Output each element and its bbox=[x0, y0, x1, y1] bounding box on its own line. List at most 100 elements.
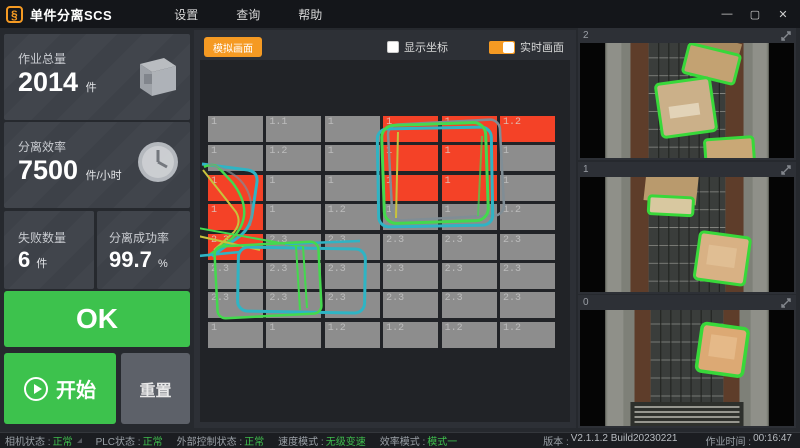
efficiency-label: 分离效率 bbox=[18, 140, 67, 154]
grid-cell: 1 bbox=[383, 116, 439, 142]
separation-grid: 1 1.1 1 1 1 1.2 1 1.2 1 1 1 1 1 1 1 1 1 1 1 1 1.2 1 1 1.2 2.3 2.3… bbox=[208, 116, 555, 348]
total-jobs-value: 2014 bbox=[18, 67, 79, 97]
camera-2-label: 2 bbox=[583, 30, 589, 41]
grid-cell: 2.3 bbox=[324, 233, 380, 260]
app-title: 单件分离SCS bbox=[30, 7, 113, 23]
efficiency-unit: 件/小时 bbox=[85, 170, 122, 182]
grid-cell: 2.3 bbox=[266, 233, 322, 260]
grid-cell: 1 bbox=[208, 321, 263, 348]
window-controls: — ▢ ✕ bbox=[720, 8, 790, 21]
grid-cell: 1 bbox=[324, 174, 380, 201]
realtime-view-toggle[interactable]: 实时画面 bbox=[489, 39, 564, 55]
total-jobs-label: 作业总量 bbox=[18, 52, 67, 66]
camera-tile-1: 1 bbox=[578, 162, 796, 294]
grid-cell: 1 bbox=[499, 145, 555, 172]
grid-cell: 2.3 bbox=[208, 233, 263, 260]
expand-icon[interactable] bbox=[781, 297, 791, 308]
grid-cell: 1 bbox=[441, 204, 497, 231]
grid-cell: 2.3 bbox=[441, 233, 497, 260]
detected-box bbox=[654, 76, 718, 139]
show-coordinates-toggle[interactable]: 显示坐标 bbox=[387, 39, 448, 55]
camera-tile-0: 0 bbox=[578, 295, 796, 428]
start-button[interactable]: 开始 bbox=[4, 353, 116, 424]
efficiency-mode-status: 效率模式 : 模式一 bbox=[379, 437, 458, 448]
grid-cell: 1.2 bbox=[499, 204, 555, 231]
camera-panel: 2 bbox=[578, 28, 796, 428]
menu-query[interactable]: 查询 bbox=[236, 7, 261, 22]
success-rate-value: 99.7 bbox=[109, 247, 152, 272]
grid-cell: 1.1 bbox=[266, 116, 322, 142]
grid-cell: 1 bbox=[266, 204, 322, 231]
camera-1-label: 1 bbox=[583, 164, 589, 175]
stats-panel: 作业总量 2014 件 分离效率 7500 件/小时 失败数量 6 bbox=[4, 32, 190, 428]
grid-cell: 1 bbox=[383, 174, 439, 201]
success-rate-card: 分离成功率 99.7 % bbox=[97, 211, 190, 289]
grid-cell: 2.3 bbox=[499, 262, 555, 289]
checkbox-icon[interactable] bbox=[387, 41, 399, 53]
grid-cell: 1.2 bbox=[324, 204, 380, 231]
title-bar: 单件分离SCS 设置 查询 帮助 — ▢ ✕ bbox=[0, 0, 800, 28]
efficiency-value: 7500 bbox=[18, 155, 79, 185]
expand-icon[interactable] bbox=[781, 164, 791, 175]
detected-box bbox=[646, 194, 695, 218]
speed-mode-status: 速度模式 : 无级变速 bbox=[278, 437, 366, 448]
grid-cell: 2.3 bbox=[383, 262, 439, 289]
grid-cell: 2.3 bbox=[324, 262, 380, 289]
grid-cell: 1.2 bbox=[499, 116, 555, 142]
grid-cell: 2.3 bbox=[441, 262, 497, 289]
total-jobs-unit: 件 bbox=[85, 82, 97, 94]
camera-2-image[interactable] bbox=[580, 43, 794, 158]
version-info: 版本 : V2.1.1.2 Build20230221 bbox=[543, 433, 678, 448]
grid-cell: 1 bbox=[441, 145, 497, 172]
grid-cell: 2.3 bbox=[499, 233, 555, 260]
menu-help[interactable]: 帮助 bbox=[298, 7, 323, 22]
grid-cell: 2.3 bbox=[208, 262, 263, 289]
maximize-button[interactable]: ▢ bbox=[749, 8, 761, 21]
conveyor-grid-area: 1 1.1 1 1 1 1.2 1 1.2 1 1 1 1 1 1 1 1 1 1 1 1 1.2 1 1 1.2 2.3 2.3… bbox=[200, 60, 570, 422]
simulated-view-button[interactable]: 模拟画面 bbox=[204, 37, 262, 57]
grid-cell: 1 bbox=[441, 116, 497, 142]
camera-0-label: 0 bbox=[583, 297, 589, 308]
clock-icon bbox=[138, 142, 178, 182]
ok-button[interactable]: OK bbox=[4, 291, 190, 347]
close-button[interactable]: ✕ bbox=[778, 8, 788, 21]
play-icon bbox=[24, 376, 48, 401]
status-bar: 相机状态 : 正常 PLC状态 : 正常 外部控制状态 : 正常 速度模式 : … bbox=[0, 432, 800, 448]
grid-cell: 1 bbox=[208, 204, 263, 231]
menu-settings[interactable]: 设置 bbox=[174, 7, 199, 22]
expand-icon[interactable] bbox=[781, 30, 791, 41]
grid-cell: 1 bbox=[383, 145, 439, 172]
failed-card: 失败数量 6 件 bbox=[4, 211, 94, 289]
failed-value: 6 bbox=[18, 247, 31, 272]
toggle-on-icon[interactable] bbox=[489, 40, 515, 54]
realtime-view-label: 实时画面 bbox=[520, 42, 564, 54]
grid-cell: 2.3 bbox=[499, 292, 555, 319]
grid-cell: 2.3 bbox=[208, 292, 263, 319]
grid-cell: 1 bbox=[383, 204, 439, 231]
efficiency-card: 分离效率 7500 件/小时 bbox=[4, 122, 190, 208]
success-rate-unit: % bbox=[157, 258, 168, 270]
box-icon bbox=[140, 58, 176, 96]
grid-cell: 2.3 bbox=[266, 262, 322, 289]
grid-cell: 1.2 bbox=[441, 321, 497, 348]
grid-cell: 1 bbox=[208, 174, 263, 201]
start-button-label: 开始 bbox=[56, 380, 96, 402]
reset-button[interactable]: 重置 bbox=[121, 353, 190, 424]
camera-0-image[interactable] bbox=[580, 310, 794, 426]
grid-cell: 1.2 bbox=[383, 321, 439, 348]
grid-cell: 1 bbox=[324, 116, 380, 142]
grid-cell: 2.3 bbox=[324, 292, 380, 319]
menu-bar: 设置 查询 帮助 bbox=[174, 6, 322, 23]
minimize-button[interactable]: — bbox=[721, 7, 733, 20]
grid-cell: 1.2 bbox=[266, 145, 322, 172]
grid-cell: 1 bbox=[208, 145, 263, 172]
grid-cell: 1 bbox=[324, 145, 380, 172]
grip-icon bbox=[76, 438, 82, 443]
detected-box bbox=[703, 135, 757, 158]
grid-cell: 1 bbox=[266, 174, 322, 201]
camera-1-image[interactable] bbox=[580, 177, 794, 292]
external-control-status: 外部控制状态 : 正常 bbox=[176, 437, 265, 448]
grid-cell: 1 bbox=[441, 174, 497, 201]
grid-cell: 1.2 bbox=[499, 321, 555, 348]
